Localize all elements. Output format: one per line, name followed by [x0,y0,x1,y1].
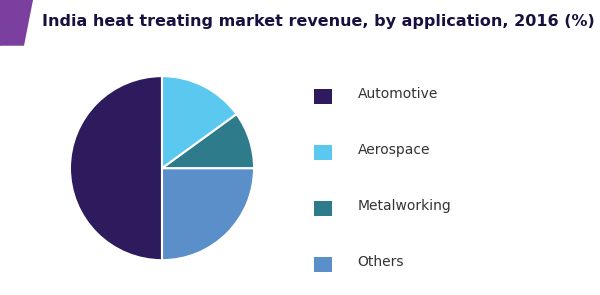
Bar [314,201,332,216]
Text: Automotive: Automotive [358,87,438,101]
Polygon shape [0,0,33,46]
Wedge shape [162,168,254,260]
Text: India heat treating market revenue, by application, 2016 (%): India heat treating market revenue, by a… [42,14,595,30]
Bar [314,88,332,104]
Polygon shape [0,0,33,46]
Wedge shape [70,76,162,260]
Text: Others: Others [358,255,404,269]
Wedge shape [162,76,236,168]
Bar [314,145,332,160]
Bar [314,257,332,272]
Text: Metalworking: Metalworking [358,199,451,213]
Wedge shape [162,114,254,168]
Text: Aerospace: Aerospace [358,143,430,157]
